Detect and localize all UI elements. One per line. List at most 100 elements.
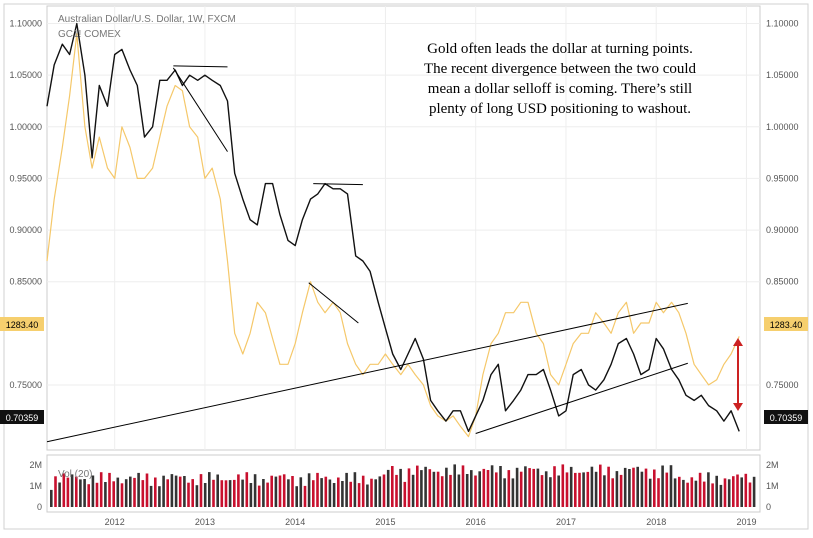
y-tick-label-right: 0.95000	[766, 173, 799, 183]
trendline	[173, 65, 228, 68]
volume-bar	[420, 470, 423, 507]
volume-bar	[145, 473, 149, 507]
volume-bar	[178, 476, 182, 507]
volume-bar	[507, 470, 511, 507]
x-tick-label: 2019	[736, 517, 756, 527]
volume-bar	[495, 472, 498, 507]
vol-tick-1m-left: 1M	[29, 481, 42, 491]
volume-bar	[653, 469, 656, 507]
volume-bar	[424, 466, 427, 507]
x-tick-label: 2016	[466, 517, 486, 527]
chart-header-symbol: Australian Dollar/U.S. Dollar, 1W, FXCM	[58, 14, 236, 25]
volume-bar	[515, 467, 519, 507]
y-tick-label-left: 0.85000	[9, 277, 42, 287]
volume-bar	[378, 476, 382, 507]
volume-bar	[711, 483, 714, 507]
volume-bar	[457, 474, 461, 507]
volume-bar	[723, 478, 727, 507]
y-tick-label-left: 0.75000	[9, 380, 42, 390]
volume-bar	[357, 483, 361, 507]
volume-bar	[557, 475, 560, 507]
volume-bar	[682, 479, 685, 507]
volume-bar	[332, 483, 336, 507]
volume-bar	[407, 468, 411, 507]
volume-bar	[640, 471, 644, 507]
vol-tick-2m-left: 2M	[29, 460, 42, 470]
vol-tick-0-right: 0	[766, 502, 771, 512]
gold-price-badges: 1283.40 1283.40	[0, 317, 808, 331]
volume-bar	[320, 478, 323, 507]
volume-bar	[436, 471, 440, 507]
volume-bar	[50, 489, 53, 507]
volume-bar	[673, 478, 677, 507]
volume-bar	[628, 469, 631, 507]
volume-bar	[299, 477, 303, 507]
volume-bar	[594, 471, 598, 507]
volume-bar	[287, 479, 290, 507]
aud-badge-left: 0.70359	[6, 413, 39, 423]
volume-bar	[395, 474, 398, 507]
trendline	[475, 362, 688, 434]
volume-bar	[170, 474, 174, 507]
price-pane-frame	[46, 5, 761, 451]
volume-bar	[445, 467, 448, 507]
volume-bar	[324, 476, 328, 507]
volume-bar	[62, 473, 66, 507]
volume-bar	[120, 483, 124, 507]
volume-bar	[499, 466, 502, 507]
y-tick-label-left: 0.90000	[9, 225, 42, 235]
y-tick-label-left: 1.10000	[9, 19, 42, 29]
y-tick-label-left: 1.00000	[9, 122, 42, 132]
volume-bar	[461, 465, 465, 507]
volume-bar	[274, 476, 278, 507]
annotation-line-1: Gold often leads the dollar at turning p…	[427, 41, 693, 57]
x-axis-ticks: 2012 2013 2014 2015 2016 2017 2018 2019	[105, 517, 757, 527]
y-tick-label-right: 1.00000	[766, 122, 799, 132]
volume-bar	[245, 472, 249, 507]
gold-series-layer	[46, 33, 740, 438]
volume-bar	[303, 485, 307, 507]
aud-usd-line	[46, 22, 740, 433]
volume-bar	[619, 474, 623, 507]
volume-bar	[586, 471, 590, 507]
volume-bar	[291, 476, 294, 507]
trendline	[46, 302, 688, 443]
volume-bar	[224, 480, 228, 507]
volume-bar	[744, 473, 748, 507]
volume-bar	[665, 472, 669, 507]
volume-bar	[465, 474, 469, 507]
volume-bar	[141, 480, 145, 507]
x-tick-label: 2012	[105, 517, 125, 527]
volume-bar	[428, 469, 432, 507]
volume-bar	[474, 475, 477, 507]
volume-label: Vol (20)	[58, 469, 92, 480]
volume-bar	[611, 478, 614, 507]
volume-bar	[740, 477, 743, 507]
volume-bar	[75, 476, 78, 507]
y-tick-label-right: 0.90000	[766, 225, 799, 235]
volume-bar	[83, 479, 86, 507]
y-tick-label-right: 0.75000	[766, 380, 799, 390]
volume-bar	[519, 471, 523, 507]
volume-bar	[752, 476, 756, 507]
volume-pane-frame	[46, 454, 761, 513]
volume-bar	[382, 474, 386, 507]
volume-bar	[257, 485, 261, 507]
volume-bar	[391, 466, 394, 507]
y-axis-ticks: 1.10000 1.10000 1.05000 1.05000 1.00000 1.000…	[9, 19, 798, 390]
annotation-text: Gold often leads the dollar at turning p…	[424, 41, 697, 117]
volume-bar	[312, 480, 315, 507]
volume-bar	[524, 466, 527, 507]
volume-bar	[411, 474, 415, 507]
y-tick-label-left: 0.95000	[9, 173, 42, 183]
volume-bar	[532, 468, 535, 507]
volume-bar	[70, 474, 74, 507]
volume-bar	[440, 476, 444, 507]
vol-tick-2m-right: 2M	[766, 460, 779, 470]
volume-bars	[50, 464, 756, 507]
volume-bar	[449, 474, 452, 507]
volume-bar	[574, 472, 577, 507]
volume-bar	[108, 472, 111, 507]
